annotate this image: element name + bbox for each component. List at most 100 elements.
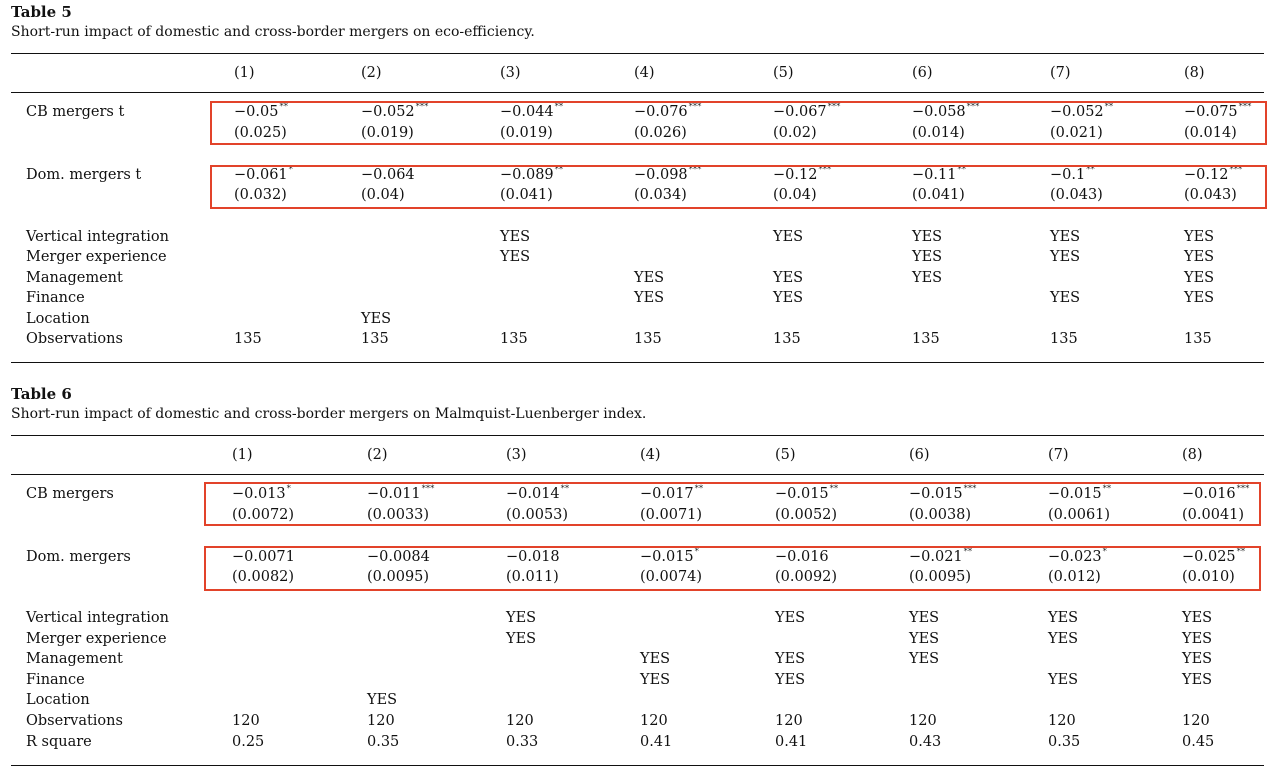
standard-error-cell: (0.026) [634,125,687,141]
table-cell: YES [1182,610,1213,626]
coefficient-cell: −0.11** [912,165,966,184]
row-label: Management [26,651,123,667]
standard-error-cell: (0.032) [234,187,287,203]
coefficient-value: −0.015 [775,486,829,502]
table-cell: YES [634,270,665,286]
row-label: Merger experience [26,249,167,265]
column-header: (7) [1048,447,1069,463]
row-label: Observations [26,331,123,347]
table-cell: YES [1184,229,1215,245]
column-header: (2) [361,65,382,81]
column-header: (4) [634,65,655,81]
table-cell: YES [775,610,806,626]
significance-stars: ** [957,165,966,175]
standard-error-cell: (0.025) [234,125,287,141]
standard-error-cell: (0.014) [1184,125,1237,141]
table-cell: 0.25 [232,734,265,750]
coefficient-value: −0.016 [1182,486,1236,502]
standard-error-cell: (0.0092) [775,569,838,585]
column-header: (5) [773,65,794,81]
table-rule [11,53,1264,54]
table-cell: YES [912,270,943,286]
row-label: Merger experience [26,631,167,647]
significance-stars: ** [1086,165,1095,175]
table-cell: YES [640,651,671,667]
standard-error-cell: (0.010) [1182,569,1235,585]
standard-error-cell: (0.012) [1048,569,1101,585]
standard-error-cell: (0.0041) [1182,507,1245,523]
standard-error-cell: (0.0038) [909,507,972,523]
coefficient-value: −0.1 [1050,167,1086,183]
standard-error-cell: (0.043) [1050,187,1103,203]
coefficient-value: −0.075 [1184,104,1238,120]
column-header: (7) [1050,65,1071,81]
row-label: Vertical integration [26,610,169,626]
table-cell: YES [909,631,940,647]
coefficient-value: −0.016 [775,549,829,565]
coefficient-cell: −0.016*** [1182,484,1250,503]
coefficient-value: −0.013 [232,486,286,502]
table-rule [11,474,1264,475]
coefficient-value: −0.011 [367,486,421,502]
coefficient-cell: −0.075*** [1184,103,1251,121]
standard-error-cell: (0.0071) [640,507,703,523]
significance-stars: *** [421,484,435,494]
table-cell: YES [912,229,943,245]
coefficient-value: −0.098 [634,167,688,183]
coefficient-cell: −0.017** [640,485,703,503]
table-cell: 0.43 [909,734,942,750]
coefficient-value: −0.052 [361,104,415,120]
table-cell: YES [500,229,531,245]
table-cell: 135 [361,331,389,347]
significance-stars: *** [688,102,702,112]
column-header: (1) [234,65,255,81]
standard-error-cell: (0.034) [634,187,687,203]
row-label: Location [26,692,90,708]
standard-error-cell: (0.02) [773,125,817,141]
significance-stars: ** [554,102,564,112]
table-cell: 120 [1182,713,1210,729]
coefficient-cell: −0.12*** [773,166,831,184]
table-rule [11,435,1264,436]
table-cell: YES [775,672,806,688]
coefficient-value: −0.061 [234,167,288,183]
row-label: Finance [26,290,85,306]
coefficient-value: −0.11 [912,167,957,183]
coefficient-cell: −0.061* [234,166,293,184]
standard-error-cell: (0.0052) [775,507,838,523]
table-cell: 120 [640,713,668,729]
coefficient-value: −0.0071 [232,549,295,565]
table-label: Table 5 [11,3,72,21]
significance-stars: *** [1236,484,1250,494]
row-label: R square [26,734,92,750]
table-cell: 120 [232,713,260,729]
table-cell: YES [909,651,940,667]
significance-stars: *** [688,165,702,175]
coefficient-cell: −0.015* [640,547,699,566]
table-cell: 135 [1050,331,1078,347]
row-label: Location [26,311,90,327]
coefficient-value: −0.015 [1048,486,1102,502]
significance-stars: *** [963,484,977,494]
coefficient-cell: −0.014** [506,485,569,503]
table-cell: YES [1048,672,1079,688]
coefficient-cell: −0.1** [1050,165,1095,184]
significance-stars: ** [1102,484,1112,494]
significance-stars: * [694,547,699,557]
coefficient-cell: −0.025** [1182,548,1245,566]
table-rule [11,92,1264,93]
table-cell: YES [506,610,537,626]
significance-stars: * [1102,547,1107,557]
coefficient-cell: −0.018 [506,549,561,566]
column-header: (2) [367,447,388,463]
coefficient-cell: −0.076*** [634,102,702,121]
table-cell: 135 [912,331,940,347]
table-cell: YES [1050,229,1081,245]
coefficient-cell: −0.05** [234,103,288,121]
coefficient-value: −0.052 [1050,104,1104,120]
standard-error-cell: (0.014) [912,125,965,141]
table-cell: 120 [1048,713,1076,729]
row-label: Observations [26,713,123,729]
table-caption: Short-run impact of domestic and cross-b… [11,24,535,40]
table-rule [11,765,1264,766]
